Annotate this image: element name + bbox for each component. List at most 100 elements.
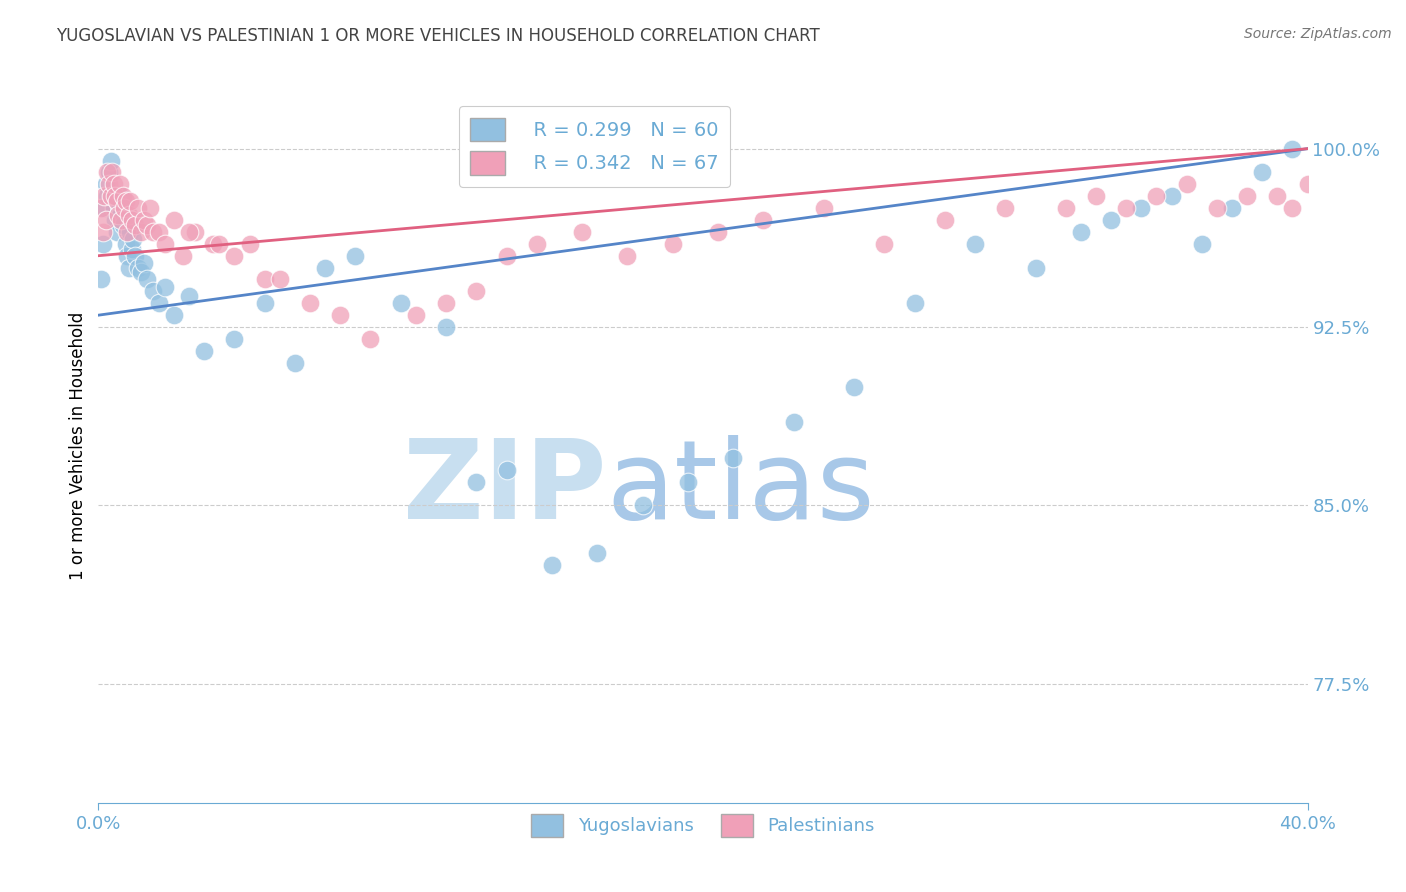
Point <box>163 213 186 227</box>
Point <box>124 218 146 232</box>
Text: ZIP: ZIP <box>404 435 606 542</box>
Point <box>91 225 114 239</box>
Point <box>1206 201 1229 215</box>
Point <box>96 189 118 203</box>
Point <box>269 272 291 286</box>
Point <box>208 236 231 251</box>
Point <box>93 201 115 215</box>
Point <box>148 296 170 310</box>
Point <box>153 279 176 293</box>
Point <box>1267 189 1289 203</box>
Point <box>179 225 201 239</box>
Point <box>253 296 276 310</box>
Y-axis label: 1 or more Vehicles in Household: 1 or more Vehicles in Household <box>69 312 87 580</box>
Point <box>844 379 866 393</box>
Point <box>202 236 225 251</box>
Point <box>120 194 142 208</box>
Point <box>100 153 122 168</box>
Point <box>540 558 562 572</box>
Point <box>172 249 194 263</box>
Point <box>465 475 488 489</box>
Point <box>101 165 124 179</box>
Point <box>142 225 165 239</box>
Point <box>389 296 412 310</box>
Point <box>121 242 143 256</box>
Point <box>127 260 149 275</box>
Point <box>111 218 134 232</box>
Point <box>1296 178 1319 192</box>
Point <box>103 178 125 192</box>
Point <box>1220 201 1243 215</box>
Point <box>299 296 322 310</box>
Point <box>111 189 134 203</box>
Point <box>148 225 170 239</box>
Point <box>129 265 152 279</box>
Point <box>1236 189 1258 203</box>
Point <box>1115 201 1137 215</box>
Point <box>96 165 118 179</box>
Point <box>122 232 145 246</box>
Point <box>934 213 956 227</box>
Point <box>495 249 517 263</box>
Point <box>114 236 136 251</box>
Point <box>752 213 775 227</box>
Point <box>526 236 548 251</box>
Point <box>135 272 157 286</box>
Point <box>1099 213 1122 227</box>
Text: atlas: atlas <box>606 435 875 542</box>
Point <box>114 194 136 208</box>
Point <box>127 201 149 215</box>
Point <box>873 236 896 251</box>
Point <box>108 178 131 192</box>
Point <box>224 249 246 263</box>
Point <box>163 308 186 322</box>
Point <box>616 249 638 263</box>
Point <box>284 356 307 370</box>
Legend: Yugoslavians, Palestinians: Yugoslavians, Palestinians <box>523 807 883 844</box>
Point <box>224 332 246 346</box>
Point <box>103 201 125 215</box>
Point <box>135 218 157 232</box>
Point <box>112 201 135 215</box>
Point <box>434 320 457 334</box>
Point <box>179 289 201 303</box>
Point <box>93 189 115 203</box>
Point <box>783 415 806 429</box>
Point <box>94 178 117 192</box>
Point <box>360 332 382 346</box>
Point <box>142 285 165 299</box>
Point <box>94 213 117 227</box>
Point <box>1191 236 1213 251</box>
Point <box>120 225 142 239</box>
Point <box>314 260 336 275</box>
Point <box>139 201 162 215</box>
Point <box>90 201 112 215</box>
Point <box>904 296 927 310</box>
Point <box>112 201 135 215</box>
Point <box>1070 225 1092 239</box>
Point <box>1085 189 1108 203</box>
Point <box>110 213 132 227</box>
Point <box>132 213 155 227</box>
Point <box>1024 260 1046 275</box>
Point <box>91 236 114 251</box>
Point <box>153 236 176 251</box>
Point <box>707 225 730 239</box>
Point <box>124 249 146 263</box>
Point <box>1146 189 1168 203</box>
Point <box>104 189 127 203</box>
Point <box>100 189 122 203</box>
Point <box>723 450 745 465</box>
Point <box>586 546 609 560</box>
Point <box>98 178 121 192</box>
Point <box>253 272 276 286</box>
Point <box>329 308 352 322</box>
Point <box>1054 201 1077 215</box>
Point <box>98 165 121 179</box>
Point <box>108 208 131 222</box>
Point <box>1281 201 1303 215</box>
Point <box>132 256 155 270</box>
Point <box>118 208 141 222</box>
Point <box>661 236 683 251</box>
Point <box>676 475 699 489</box>
